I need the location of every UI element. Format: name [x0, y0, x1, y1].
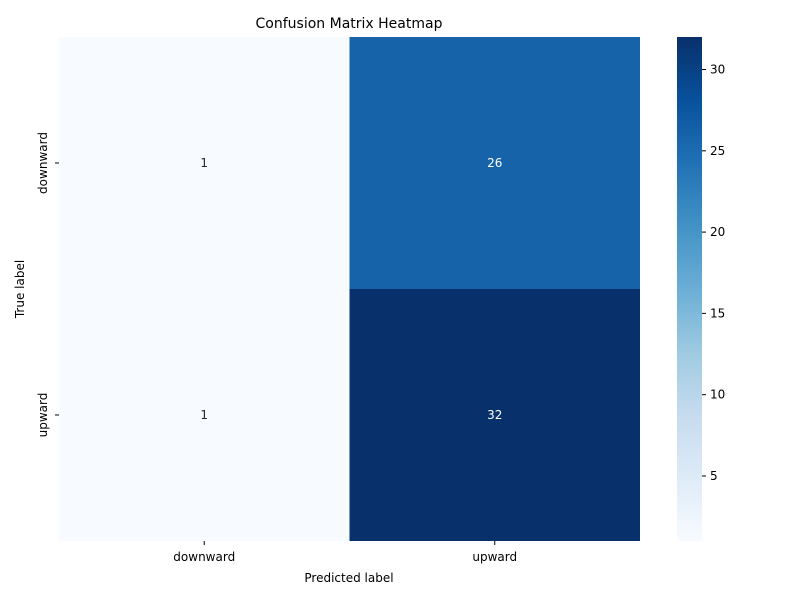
- y-tick-label: downward: [36, 132, 50, 194]
- colorbar-tick-label: 20: [710, 225, 725, 239]
- heatmap-cell: [59, 37, 350, 289]
- cell-value-label: 1: [200, 408, 208, 422]
- x-axis-label: Predicted label: [304, 571, 393, 585]
- heatmap-cell: [349, 37, 640, 289]
- colorbar-tick-label: 25: [710, 144, 725, 158]
- cell-value-label: 26: [487, 156, 502, 170]
- colorbar-tick-label: 5: [710, 469, 718, 483]
- x-axis-ticks: downward upward: [173, 541, 517, 564]
- x-tick-label: upward: [472, 550, 517, 564]
- colorbar-tick-label: 10: [710, 388, 725, 402]
- y-axis-ticks: downward upward: [36, 132, 59, 437]
- colorbar-tick-label: 30: [710, 63, 725, 77]
- cell-value-label: 1: [200, 156, 208, 170]
- chart-title: Confusion Matrix Heatmap: [256, 16, 443, 32]
- colorbar-tick-label: 15: [710, 306, 725, 320]
- heatmap-cells: 1 26 1 32: [59, 37, 640, 541]
- cell-value-label: 32: [487, 408, 502, 422]
- y-tick-label: upward: [36, 393, 50, 438]
- colorbar: [677, 37, 702, 541]
- heatmap-cell: [59, 289, 350, 541]
- x-tick-label: downward: [173, 550, 235, 564]
- y-axis-label: True label: [13, 260, 27, 319]
- heatmap-cell: [349, 289, 640, 541]
- colorbar-ticks: 5 10 15 20 25 30: [702, 63, 725, 483]
